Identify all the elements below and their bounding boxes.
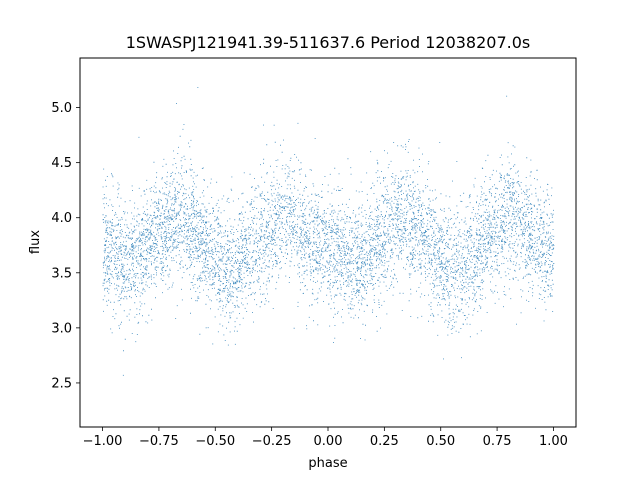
x-tick-label: −0.25 <box>252 434 292 449</box>
x-tick-label: 0.75 <box>483 434 512 449</box>
x-tick-label: 1.00 <box>539 434 568 449</box>
y-axis-ticks: 2.5 3.0 3.5 4.0 4.5 5.0 <box>51 101 80 391</box>
y-tick-label: 3.0 <box>51 321 72 336</box>
y-axis-label: flux <box>28 230 43 254</box>
y-tick-label: 5.0 <box>51 101 72 116</box>
y-tick-label: 4.5 <box>51 156 72 171</box>
x-tick-label: −0.50 <box>195 434 235 449</box>
plot-background <box>80 58 576 427</box>
data-points <box>102 87 555 376</box>
scatter-points <box>102 87 555 376</box>
x-axis-label: phase <box>308 456 347 471</box>
x-tick-label: 0.00 <box>314 434 343 449</box>
x-tick-label: 0.50 <box>426 434 455 449</box>
chart-title: 1SWASPJ121941.39-511637.6 Period 1203820… <box>126 33 531 52</box>
y-tick-label: 2.5 <box>51 376 72 391</box>
x-axis-ticks: −1.00 −0.75 −0.50 −0.25 0.00 0.25 0.50 0.75 1.00 <box>83 427 568 449</box>
y-tick-label: 3.5 <box>51 266 72 281</box>
x-tick-label: 0.25 <box>370 434 399 449</box>
x-tick-label: −1.00 <box>83 434 123 449</box>
x-tick-label: −0.75 <box>139 434 179 449</box>
y-tick-label: 4.0 <box>51 211 72 226</box>
